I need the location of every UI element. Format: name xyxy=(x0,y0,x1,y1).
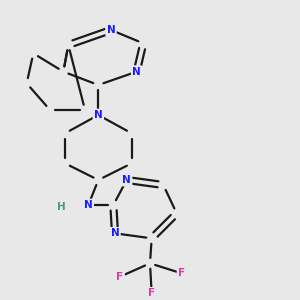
Text: F: F xyxy=(178,268,185,278)
Text: N: N xyxy=(106,25,116,35)
Text: N: N xyxy=(94,110,103,120)
Text: N: N xyxy=(122,175,131,185)
Text: N: N xyxy=(111,228,119,238)
Text: N: N xyxy=(84,200,93,210)
Text: F: F xyxy=(116,272,124,282)
Text: F: F xyxy=(148,288,155,298)
Text: H: H xyxy=(57,202,66,212)
Text: N: N xyxy=(132,67,141,77)
